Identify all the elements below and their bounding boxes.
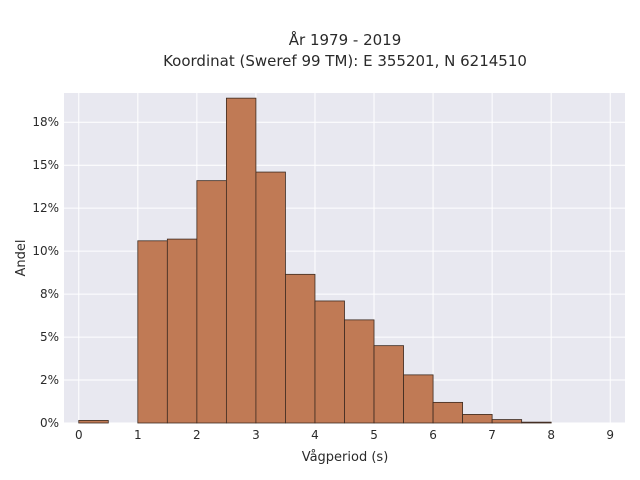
histogram-bar [78, 420, 109, 424]
histogram-bar [285, 273, 316, 424]
y-tick-label: 12% [32, 201, 59, 215]
x-tick-label: 2 [193, 428, 201, 442]
x-tick-label: 9 [606, 428, 614, 442]
histogram-bar [403, 374, 434, 424]
histogram-bar [373, 345, 404, 424]
y-tick-label: 5% [40, 330, 59, 344]
histogram-bar [196, 180, 227, 424]
x-tick-label: 4 [311, 428, 319, 442]
x-tick-label: 7 [488, 428, 496, 442]
histogram-bar [521, 421, 552, 424]
histogram-bar [137, 240, 168, 424]
x-tick-label: 3 [252, 428, 260, 442]
y-tick-label: 2% [40, 373, 59, 387]
x-axis-label: Vågperiod (s) [302, 450, 389, 465]
histogram-bar [255, 171, 286, 424]
y-tick-label: 0% [40, 416, 59, 430]
x-tick-label: 6 [429, 428, 437, 442]
histogram-bar [314, 300, 345, 424]
histogram-bar [225, 97, 257, 424]
chart-title-line-1: År 1979 - 2019 [289, 30, 402, 49]
chart-title-line-2: Koordinat (Sweref 99 TM): E 355201, N 62… [163, 52, 527, 70]
x-tick-label: 0 [75, 428, 83, 442]
x-tick-label: 1 [134, 428, 142, 442]
histogram-bar [166, 238, 198, 424]
y-tick-label: 10% [32, 244, 59, 258]
y-ticks: 0% 2% 5% 8% 10% 12% 15% 18% [32, 115, 59, 430]
x-tick-label: 5 [370, 428, 378, 442]
x-ticks: 0 1 2 3 4 5 6 7 8 9 [75, 428, 614, 442]
y-axis-label: Andel [14, 240, 29, 277]
bars [78, 97, 552, 424]
histogram-bar [432, 401, 464, 424]
histogram-bar [344, 319, 375, 424]
histogram-bar [491, 419, 523, 424]
y-tick-label: 8% [40, 287, 59, 301]
histogram-bar [462, 414, 493, 424]
x-tick-label: 8 [547, 428, 555, 442]
y-tick-label: 18% [32, 115, 59, 129]
y-tick-label: 15% [32, 158, 59, 172]
